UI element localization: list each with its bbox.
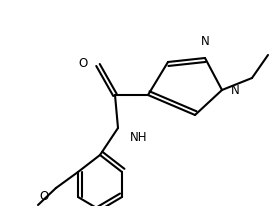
Text: NH: NH [130,131,147,144]
Text: O: O [79,56,88,69]
Text: O: O [39,191,48,204]
Text: N: N [231,83,240,96]
Text: N: N [201,35,209,48]
